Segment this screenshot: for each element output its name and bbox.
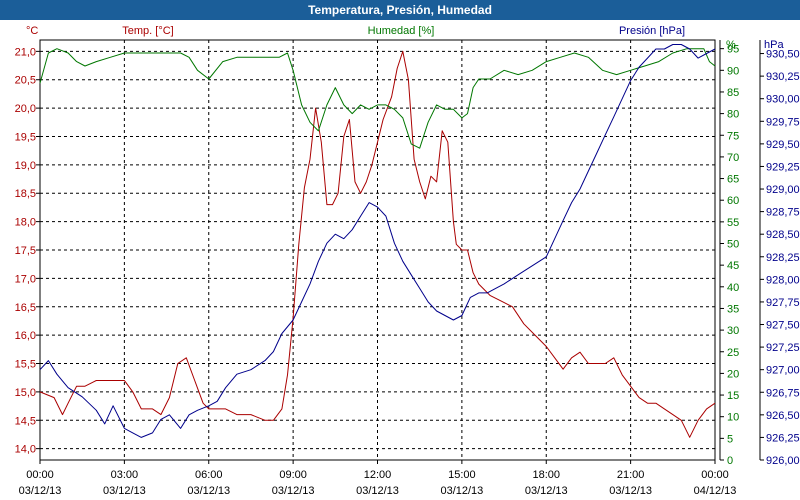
pressure-tick-label: 929,50 bbox=[766, 139, 800, 151]
temp-tick-label: 16,5 bbox=[15, 302, 36, 314]
pressure-tick-label: 928,50 bbox=[766, 229, 800, 241]
pressure-unit-label: hPa bbox=[764, 39, 784, 51]
x-tick-date: 03/12/13 bbox=[187, 485, 230, 497]
pressure-tick-label: 930,25 bbox=[766, 71, 800, 83]
humidity-tick-label: 15 bbox=[727, 390, 739, 402]
temp-axis: 14,0 14,5 15,0 15,5 16,0 16,5 17,0 17,5 18,0 18,5… bbox=[15, 46, 40, 456]
pressure-tick-label: 929,00 bbox=[766, 184, 800, 196]
series-lines bbox=[39, 44, 716, 438]
temp-tick-label: 17,5 bbox=[15, 245, 36, 257]
pressure-tick-label: 930,00 bbox=[766, 94, 800, 106]
pressure-tick-label: 927,25 bbox=[766, 342, 800, 354]
temp-tick-label: 18,0 bbox=[15, 217, 36, 229]
temp-tick-label: 18,5 bbox=[15, 188, 36, 200]
humidity-unit-label: % bbox=[726, 39, 736, 51]
humidity-tick-label: 35 bbox=[727, 303, 739, 315]
grid bbox=[39, 39, 716, 461]
humidity-tick-label: 25 bbox=[727, 347, 739, 359]
x-tick-date: 03/12/13 bbox=[440, 485, 483, 497]
humidity-tick-label: 95 bbox=[727, 44, 739, 56]
pressure-tick-label: 927,00 bbox=[766, 365, 800, 377]
humidity-tick-label: 75 bbox=[727, 130, 739, 142]
temp-unit-label: °C bbox=[26, 25, 38, 37]
pressure-tick-label: 926,00 bbox=[766, 455, 800, 467]
x-tick-time: 15:00 bbox=[448, 469, 476, 481]
humidity-tick-label: 30 bbox=[727, 325, 739, 337]
x-tick-date: 03/12/13 bbox=[525, 485, 568, 497]
pressure-tick-label: 926,25 bbox=[766, 432, 800, 444]
x-tick-date: 03/12/13 bbox=[356, 485, 399, 497]
pressure-tick-label: 929,25 bbox=[766, 161, 800, 173]
x-tick-date: 03/12/13 bbox=[272, 485, 315, 497]
humidity-tick-label: 70 bbox=[727, 152, 739, 164]
series-line-hum bbox=[39, 48, 716, 149]
humidity-tick-label: 60 bbox=[727, 195, 739, 207]
x-tick-date: 03/12/13 bbox=[609, 485, 652, 497]
pressure-tick-label: 928,75 bbox=[766, 207, 800, 219]
temp-tick-label: 14,5 bbox=[15, 415, 36, 427]
x-tick-date: 04/12/13 bbox=[694, 485, 737, 497]
humidity-tick-label: 90 bbox=[727, 65, 739, 77]
humidity-axis-title: Humedad [%] bbox=[368, 25, 435, 37]
humidity-tick-label: 20 bbox=[727, 368, 739, 380]
humidity-tick-label: 5 bbox=[727, 433, 733, 445]
x-tick-time: 03:00 bbox=[111, 469, 139, 481]
pressure-tick-label: 927,75 bbox=[766, 297, 800, 309]
series-line-temp bbox=[39, 50, 716, 438]
pressure-tick-label: 926,50 bbox=[766, 410, 800, 422]
pressure-tick-label: 927,50 bbox=[766, 320, 800, 332]
temp-tick-label: 14,0 bbox=[15, 444, 36, 456]
x-tick-time: 21:00 bbox=[617, 469, 645, 481]
x-tick-time: 09:00 bbox=[279, 469, 307, 481]
x-tick-time: 00:00 bbox=[26, 469, 54, 481]
temp-axis-title: Temp. [°C] bbox=[122, 25, 173, 37]
x-tick-date: 03/12/13 bbox=[103, 485, 146, 497]
x-tick-date: 03/12/13 bbox=[19, 485, 62, 497]
pressure-tick-label: 928,00 bbox=[766, 274, 800, 286]
temp-tick-label: 20,0 bbox=[15, 103, 36, 115]
axis-labels: °C Temp. [°C] Humedad [%] Presión [hPa]% hPa bbox=[26, 25, 784, 51]
pressure-tick-label: 930,50 bbox=[766, 49, 800, 61]
x-tick-time: 00:00 bbox=[701, 469, 729, 481]
pressure-tick-label: 926,75 bbox=[766, 387, 800, 399]
temp-tick-label: 17,0 bbox=[15, 273, 36, 285]
temp-tick-label: 21,0 bbox=[15, 46, 36, 58]
temp-tick-label: 15,5 bbox=[15, 359, 36, 371]
temp-tick-label: 19,5 bbox=[15, 131, 36, 143]
x-axis: 00:00 03/12/13 03:00 03/12/13 06:00 03/12/13 0… bbox=[19, 460, 737, 497]
humidity-tick-label: 80 bbox=[727, 109, 739, 121]
humidity-tick-label: 50 bbox=[727, 239, 739, 251]
pressure-axis: 926,00 926,25 926,50 926,75 927,00 927,25 927,… bbox=[759, 40, 800, 467]
chart-title: Temperatura, Presión, Humedad bbox=[0, 0, 800, 20]
humidity-tick-label: 45 bbox=[727, 260, 739, 272]
humidity-tick-label: 65 bbox=[727, 174, 739, 186]
series-line-pres bbox=[39, 44, 716, 438]
temp-tick-label: 16,0 bbox=[15, 330, 36, 342]
pressure-axis-title: Presión [hPa] bbox=[619, 25, 685, 37]
pressure-tick-label: 928,25 bbox=[766, 252, 800, 264]
x-tick-time: 06:00 bbox=[195, 469, 223, 481]
humidity-axis: 0 5 10 15 20 25 30 35 40 45 50 55 60 65 70 75 80 85 90 95 bbox=[719, 40, 739, 467]
humidity-tick-label: 40 bbox=[727, 282, 739, 294]
humidity-tick-label: 85 bbox=[727, 87, 739, 99]
temp-tick-label: 15,0 bbox=[15, 387, 36, 399]
x-tick-time: 18:00 bbox=[532, 469, 560, 481]
temp-tick-label: 19,0 bbox=[15, 160, 36, 172]
humidity-tick-label: 55 bbox=[727, 217, 739, 229]
chart: 14,0 14,5 15,0 15,5 16,0 16,5 17,0 17,5 18,0 18,5… bbox=[15, 25, 800, 497]
x-tick-time: 12:00 bbox=[364, 469, 392, 481]
humidity-tick-label: 0 bbox=[727, 455, 733, 467]
pressure-tick-label: 929,75 bbox=[766, 116, 800, 128]
temp-tick-label: 20,5 bbox=[15, 75, 36, 87]
humidity-tick-label: 10 bbox=[727, 412, 739, 424]
